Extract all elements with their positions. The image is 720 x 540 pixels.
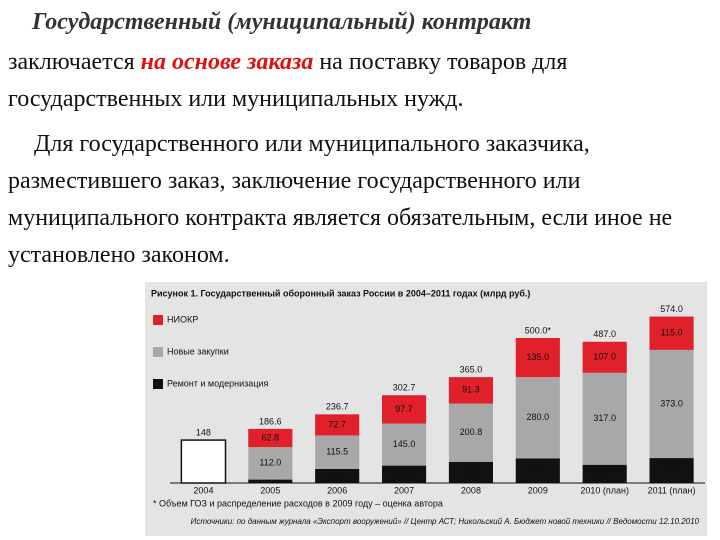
value-label: 62.8 [262,432,280,442]
value-label: 85.0 [529,465,547,475]
legend-label: Ремонт и модернизация [167,378,268,388]
bar-segment [381,465,427,483]
bar-segment [381,423,427,466]
value-label: 60.0 [395,469,413,479]
chart-title: Рисунок 1. Государственный оборонный зак… [151,288,530,298]
bar-segment [315,414,360,436]
total-label: 365.0 [460,365,483,375]
total-label: 302.7 [393,383,416,393]
bar [180,439,227,484]
value-label: 48.5 [328,470,346,480]
value-label: 11.8 [262,476,279,486]
chart: Рисунок 1. Государственный оборонный зак… [145,282,707,536]
value-label: 200.8 [460,427,483,437]
bar-segment [448,403,494,462]
slide-title: Государственный (муниципальный) контракт [32,9,532,35]
paragraph: заключается на основе заказа на поставку… [8,44,708,118]
bar-segment [248,479,293,483]
value-label: 91.3 [462,385,480,395]
value-label: 373.0 [660,398,683,408]
value-label: 97.7 [395,404,413,414]
bar-segment [515,458,560,483]
value-label: 107.0 [593,352,616,362]
bar-segment [315,435,360,469]
paragraph: Для государственного или муниципального … [8,131,673,268]
bar-segment [248,447,293,480]
value-label: 135.0 [527,352,550,362]
source: Источники: по данным журнала «Экспорт во… [191,517,700,526]
bar-segment [248,428,293,448]
value-label: 72.7 [328,419,346,429]
bar-segment [381,395,427,424]
value-label: 280.0 [527,412,550,422]
bar-segment [315,468,360,483]
value-label: 112.0 [259,458,281,468]
highlight: на основе заказа [140,49,314,75]
x-tick-label: 2007 [394,485,414,495]
bar-segment [649,316,694,350]
x-tick-label: 2006 [327,485,347,495]
bar-segment [649,349,694,459]
bar-segment [649,458,694,483]
total-label: 148 [196,427,211,437]
bar-segment [582,372,627,465]
value-label: 63.0 [596,468,614,478]
legend-label: НИОКР [167,314,198,324]
bar-segment [515,377,560,459]
bar-segment [582,464,627,483]
value-label: 115.0 [661,328,683,338]
x-tick-label: 2011 (план) [648,485,696,495]
bar-segment [448,461,494,483]
total-label: 186.6 [259,416,282,426]
total-label: 236.7 [326,402,349,412]
value-label: 145.0 [393,439,416,449]
bar-segment [582,341,627,373]
value-label: 86.0 [663,465,681,475]
text: заключается [8,49,141,75]
x-tick-label: 2009 [528,485,548,495]
total-label: 500.0* [525,325,552,335]
legend-label: Новые закупки [167,346,229,356]
x-tick-label: 2004 [193,485,213,495]
total-label: 574.0 [660,304,683,314]
bar-segment [448,377,494,404]
value-label: 115.5 [326,447,348,457]
value-label: 317.0 [593,413,616,423]
legend-swatch [153,379,163,389]
bar-segment [515,338,560,378]
text: на поставку товаров для государственных … [8,49,568,112]
x-tick-label: 2010 (план) [580,485,629,495]
legend-swatch [153,347,163,357]
total-label: 487.0 [593,329,616,339]
x-tick-label: 2005 [260,485,280,495]
legend-swatch [153,315,163,325]
footnote: * Объем ГОЗ и распределение расходов в 2… [153,498,443,508]
x-tick-label: 2008 [461,485,481,495]
value-label: 73.0 [462,467,480,477]
